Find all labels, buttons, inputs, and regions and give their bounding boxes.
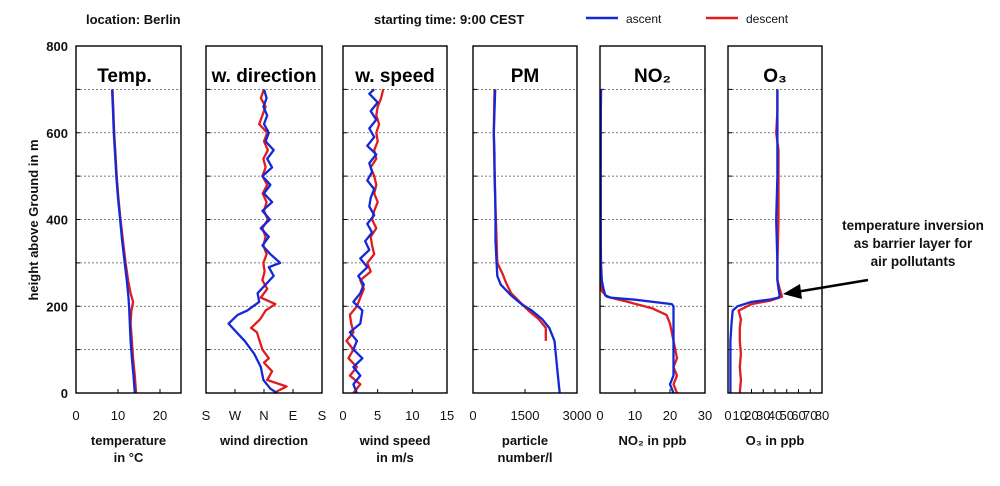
x-tick-label: S bbox=[202, 408, 211, 423]
x-tick-label: S bbox=[318, 408, 327, 423]
x-tick-label: 30 bbox=[756, 408, 770, 423]
panel-title: w. direction bbox=[211, 66, 317, 87]
x-tick-label: 20 bbox=[744, 408, 758, 423]
annotation-line-3: air pollutants bbox=[871, 254, 956, 269]
series-ascent-line bbox=[729, 89, 781, 393]
annotation-arrow-shaft bbox=[795, 278, 869, 294]
panel-3: 0 5 10 15 w. speed wind speed in m/s bbox=[339, 45, 454, 465]
x-tick-label: E bbox=[289, 408, 298, 423]
y-tick-label: 0 bbox=[61, 386, 68, 401]
x-tick-label: N bbox=[259, 408, 268, 423]
x-axis-label: O₃ in ppb bbox=[746, 433, 805, 448]
location-label: location: Berlin bbox=[86, 12, 181, 27]
x-axis-label: number/l bbox=[498, 450, 553, 465]
series-descent-line bbox=[345, 89, 385, 394]
legend-ascent-label: ascent bbox=[626, 12, 662, 26]
y-tick-label: 800 bbox=[46, 39, 68, 54]
annotation-arrow-head bbox=[783, 284, 802, 299]
x-tick-label: 50 bbox=[780, 408, 794, 423]
panel-frame bbox=[472, 45, 578, 394]
series-ascent-line bbox=[227, 89, 282, 394]
panel-title: Temp. bbox=[97, 66, 152, 87]
x-axis-label: in °C bbox=[114, 450, 144, 465]
x-axis-label: particle bbox=[502, 433, 548, 448]
series-ascent-line bbox=[110, 89, 136, 394]
panel-frame bbox=[205, 45, 323, 394]
series-descent-line bbox=[737, 89, 784, 394]
x-tick-label: 15 bbox=[440, 408, 454, 423]
y-tick-label: 400 bbox=[46, 213, 68, 228]
x-tick-label: W bbox=[229, 408, 242, 423]
panel-frame bbox=[342, 45, 448, 394]
y-axis-label: height above Ground in m bbox=[26, 139, 41, 300]
x-tick-label: 10 bbox=[405, 408, 419, 423]
series-descent-line bbox=[111, 89, 138, 394]
panel-title: NO₂ bbox=[634, 66, 671, 87]
y-tick-label: 600 bbox=[46, 126, 68, 141]
panel-frame bbox=[727, 45, 823, 394]
x-tick-label: 10 bbox=[733, 408, 747, 423]
panel-frame bbox=[75, 45, 182, 394]
x-axis-label: wind speed bbox=[359, 433, 431, 448]
series-ascent-line bbox=[348, 88, 379, 394]
annotation-line-2: as barrier layer for bbox=[854, 236, 973, 251]
x-axis-label: temperature bbox=[91, 433, 166, 448]
x-tick-label: 0 bbox=[596, 408, 603, 423]
x-tick-label: 70 bbox=[803, 408, 817, 423]
panel-4: 0 1500 3000 PM particle number/l bbox=[469, 45, 592, 465]
series-ascent-line bbox=[599, 89, 675, 394]
panel-1: 0 10 20 Temp. temperature in °C bbox=[72, 45, 182, 465]
annotation-line-1: temperature inversion bbox=[842, 218, 984, 233]
panel-5: 0 10 20 30 NO₂ NO₂ in ppb bbox=[596, 45, 712, 448]
x-axis-label: NO₂ in ppb bbox=[619, 433, 687, 448]
panel-title: PM bbox=[511, 66, 540, 87]
x-tick-label: 1500 bbox=[511, 408, 540, 423]
x-tick-label: 30 bbox=[698, 408, 712, 423]
x-axis-label: in m/s bbox=[376, 450, 414, 465]
series-ascent-line bbox=[492, 89, 561, 394]
x-tick-label: 0 bbox=[339, 408, 346, 423]
x-tick-label: 80 bbox=[815, 408, 829, 423]
x-tick-label: 60 bbox=[791, 408, 805, 423]
x-tick-label: 40 bbox=[768, 408, 782, 423]
x-tick-label: 3000 bbox=[563, 408, 592, 423]
panel-2: S W N E Sw. direction wind direction bbox=[202, 45, 327, 448]
x-tick-label: 0 bbox=[72, 408, 79, 423]
series-descent-line bbox=[599, 89, 679, 394]
panel-title: O₃ bbox=[763, 66, 787, 87]
x-tick-label: 5 bbox=[374, 408, 381, 423]
x-tick-label: 10 bbox=[628, 408, 642, 423]
x-axis-label: wind direction bbox=[219, 433, 308, 448]
legend-descent-label: descent bbox=[746, 12, 789, 26]
panel-title: w. speed bbox=[354, 66, 435, 87]
y-tick-label: 200 bbox=[46, 299, 68, 314]
x-tick-label: 20 bbox=[153, 408, 167, 423]
x-tick-label: 0 bbox=[724, 408, 731, 423]
panel-frame bbox=[599, 45, 706, 394]
x-tick-label: 20 bbox=[663, 408, 677, 423]
x-tick-label: 0 bbox=[469, 408, 476, 423]
start-time-label: starting time: 9:00 CEST bbox=[374, 12, 524, 27]
x-tick-label: 10 bbox=[111, 408, 125, 423]
